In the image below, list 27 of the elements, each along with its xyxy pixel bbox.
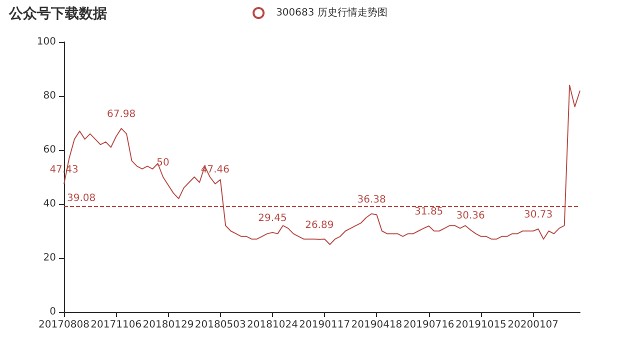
data-label: 26.89 — [305, 220, 334, 231]
x-tick-label: 20190117 — [299, 320, 350, 330]
chart-title: 公众号下载数据 — [8, 6, 107, 22]
data-label: 30.73 — [524, 210, 553, 221]
legend-label: 300683 历史行情走势图 — [276, 6, 388, 18]
data-label: 30.36 — [456, 210, 485, 222]
data-label: 31.85 — [414, 206, 444, 218]
data-label: 50 — [156, 158, 170, 168]
x-tick-label: 20200107 — [508, 320, 559, 330]
x-tick-label: 20191015 — [456, 320, 506, 330]
y-tick-label: 20 — [43, 252, 56, 264]
y-tick-label: 40 — [43, 198, 56, 210]
data-label: 29.45 — [258, 212, 287, 224]
x-tick-label: 20180503 — [194, 320, 246, 330]
x-tick-label: 20181024 — [247, 320, 298, 330]
y-tick-label: 100 — [36, 36, 56, 48]
ref-line-label: 39.08 — [67, 192, 96, 204]
x-tick-label: 20171106 — [90, 320, 142, 330]
y-tick-label: 0 — [50, 306, 56, 318]
x-tick-label: 20180129 — [142, 320, 194, 330]
y-tick-label: 80 — [43, 90, 56, 102]
x-tick-label: 20190716 — [403, 320, 454, 330]
data-label: 67.98 — [107, 108, 136, 120]
data-label: 36.38 — [357, 194, 386, 206]
y-tick-label: 60 — [43, 144, 56, 156]
x-tick-label: 20170808 — [38, 320, 90, 330]
x-tick-label: 20190418 — [351, 320, 402, 330]
